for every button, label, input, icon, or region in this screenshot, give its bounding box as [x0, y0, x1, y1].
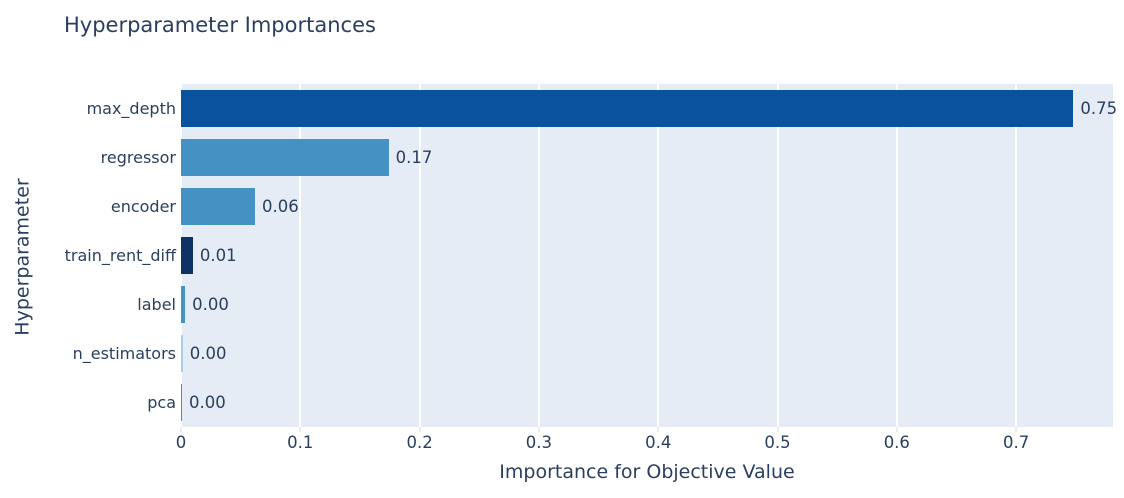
y-tick-label-max_depth: max_depth	[86, 98, 176, 118]
gridline-x-0.5	[776, 84, 779, 427]
bar-value-label-encoder: 0.06	[261, 196, 299, 216]
y-tick-label-pca: pca	[147, 392, 176, 412]
bar-value-label-label: 0.00	[192, 294, 229, 314]
x-tick-label-0.6: 0.6	[883, 433, 910, 452]
bar-label[interactable]	[181, 286, 186, 323]
y-tick-label-n_estimators: n_estimators	[72, 343, 176, 363]
x-tick-label-0.7: 0.7	[1003, 433, 1030, 452]
x-tick-mark-0.4	[657, 427, 660, 432]
gridline-x-0.3	[537, 84, 540, 427]
bar-encoder[interactable]	[181, 188, 255, 225]
x-tick-label-0.1: 0.1	[287, 433, 314, 452]
x-tick-label-0.2: 0.2	[406, 433, 433, 452]
x-tick-mark-0.5	[776, 427, 779, 432]
x-tick-mark-0.1	[299, 427, 302, 432]
x-tick-mark-0.7	[1015, 427, 1018, 432]
y-tick-label-regressor: regressor	[100, 147, 176, 167]
bar-pca[interactable]	[181, 384, 182, 421]
plot-area: 0.75 0.17 0.06 0.01 0.00 0.00 0.00	[180, 84, 1117, 427]
x-tick-label-0: 0	[175, 433, 187, 452]
bar-max_depth[interactable]	[181, 90, 1074, 127]
bar-value-label-regressor: 0.17	[395, 147, 433, 167]
bar-value-label-max_depth: 0.75	[1080, 98, 1118, 118]
gridline-x-0.1	[299, 84, 302, 427]
gridline-x-0.6	[895, 84, 898, 427]
bar-value-label-pca: 0.00	[189, 392, 226, 412]
x-tick-mark-0	[180, 427, 182, 432]
y-tick-label-encoder: encoder	[110, 196, 176, 216]
y-tick-label-label: label	[137, 294, 176, 314]
bar-value-label-train_rent_diff: 0.01	[199, 245, 237, 265]
bar-n_estimators[interactable]	[181, 335, 183, 372]
gridline-x-0.2	[418, 84, 421, 427]
bar-train_rent_diff[interactable]	[181, 237, 193, 274]
x-axis-title: Importance for Objective Value	[499, 461, 795, 483]
x-tick-label-0.5: 0.5	[764, 433, 791, 452]
x-tick-label-0.3: 0.3	[525, 433, 553, 452]
x-tick-label-0.4: 0.4	[645, 433, 672, 452]
gridline-x-0.4	[657, 84, 660, 427]
chart-title: Hyperparameter Importances	[64, 13, 376, 37]
x-tick-mark-0.2	[418, 427, 421, 432]
bar-regressor[interactable]	[181, 139, 389, 176]
gridline-x-0.7	[1015, 84, 1018, 427]
x-tick-mark-0.3	[537, 427, 540, 432]
x-tick-mark-0.6	[895, 427, 898, 432]
bar-value-label-n_estimators: 0.00	[189, 343, 227, 363]
y-tick-label-train_rent_diff: train_rent_diff	[64, 245, 176, 265]
